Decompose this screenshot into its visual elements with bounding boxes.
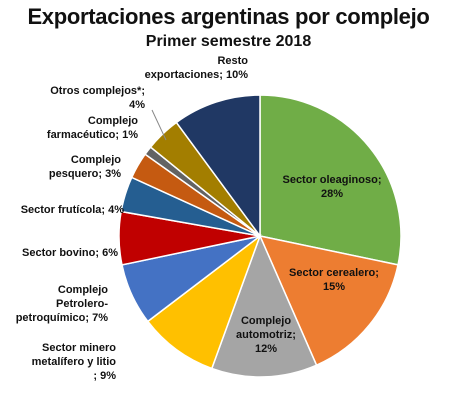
pie-slice-3 — [146, 233, 262, 370]
slice-label-3: Sector minero metalífero y litio; 9% — [32, 342, 117, 382]
slice-label-0: Sector oleaginoso; 28% — [282, 174, 381, 200]
pie-slice-1 — [258, 234, 399, 367]
slice-label-6: Sector frutícola; 4% — [21, 204, 125, 216]
pie-slice-10 — [175, 94, 261, 239]
slice-label-5: Sector bovino; 6% — [22, 247, 118, 259]
chart-subtitle: Primer semestre 2018 — [145, 33, 312, 50]
slice-label-2: Complejo automotriz; 12% — [236, 315, 296, 355]
slice-label-10: Resto exportaciones; 10% — [145, 55, 249, 81]
pie-slice-2 — [210, 233, 318, 378]
pie-slice-0 — [259, 94, 402, 266]
slice-label-1: Sector cerealero; 15% — [289, 267, 379, 293]
slice-label-8: Complejo farmacéutico; 1% — [47, 115, 138, 141]
slice-label-7: Complejo pesquero; 3% — [49, 154, 121, 180]
leader-line — [151, 109, 167, 141]
chart-title: Exportaciones argentinas por complejo — [27, 4, 430, 29]
slice-label-4: Complejo Petrolero-petroquímico; 7% — [16, 284, 109, 324]
slice-label-9: Otros complejos*; 4% — [50, 85, 145, 111]
